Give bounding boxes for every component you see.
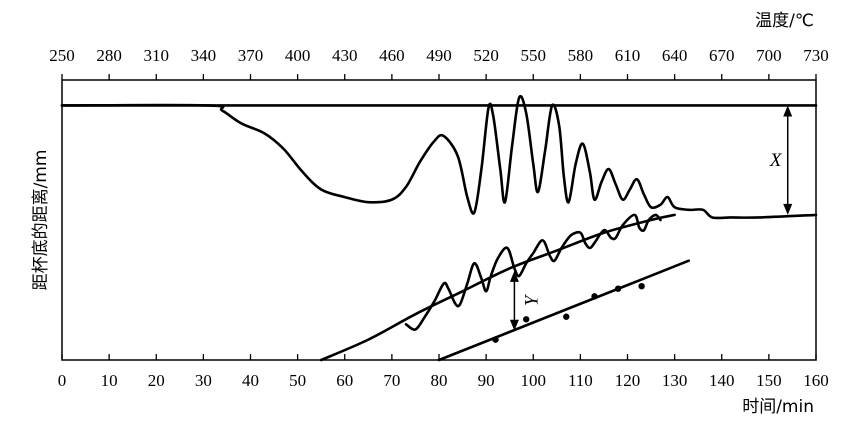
x-annotation-label: X [769, 150, 783, 171]
data-point [563, 313, 570, 320]
bottom-tick-label: 0 [58, 371, 67, 390]
bottom-axis-ticks: 0 10 20 30 40 50 60 70 80 90 100 110 120 130 140 150 160 [58, 354, 829, 390]
data-point [614, 285, 622, 292]
bottom-tick-label: 10 [101, 371, 118, 390]
bottom-tick-label: 140 [709, 371, 735, 390]
x-arrow-head-top [783, 105, 793, 117]
bottom-tick-label: 110 [568, 371, 593, 390]
bottom-tick-label: 150 [756, 371, 782, 390]
top-axis-title: 温度/℃ [755, 11, 814, 31]
oscillating-trace [404, 213, 662, 331]
bottom-tick-label: 130 [662, 371, 688, 390]
bottom-tick-label: 80 [431, 371, 448, 390]
top-tick-label: 580 [568, 46, 594, 65]
lower-fit-line [437, 259, 691, 362]
data-point [492, 336, 499, 343]
x-arrow-head-bottom [783, 203, 793, 215]
data-point [522, 316, 530, 323]
dilatometer-trace [60, 95, 818, 220]
data-point [638, 282, 645, 290]
top-axis-ticks: 250 280 310 340 370 400 430 460 490 520 550 580 610 6… [49, 46, 829, 80]
top-tick-label: 730 [803, 46, 829, 65]
y-arrow-head-bottom [509, 319, 519, 331]
chart-curves [60, 95, 818, 362]
chart-points [492, 282, 645, 343]
top-tick-label: 400 [285, 46, 311, 65]
top-tick-label: 670 [709, 46, 735, 65]
top-tick-label: 370 [238, 46, 264, 65]
top-tick-label: 490 [426, 46, 452, 65]
top-tick-label: 310 [144, 46, 170, 65]
top-tick-label: 430 [332, 46, 358, 65]
y-axis-title: 距杯底的距离/mm [31, 150, 51, 291]
bottom-tick-label: 100 [521, 371, 547, 390]
bottom-tick-label: 30 [195, 371, 212, 390]
bottom-tick-label: 160 [803, 371, 829, 390]
chart-annotations: XY [509, 105, 793, 331]
bottom-tick-label: 120 [615, 371, 641, 390]
bottom-tick-label: 70 [383, 371, 400, 390]
bottom-tick-label: 50 [289, 371, 306, 390]
bottom-tick-label: 40 [242, 371, 259, 390]
plot-frame [61, 79, 817, 361]
top-tick-label: 250 [49, 46, 75, 65]
y-annotation-label: Y [521, 293, 542, 306]
bottom-tick-label: 60 [336, 371, 353, 390]
top-tick-label: 700 [756, 46, 782, 65]
bottom-axis-title: 时间/min [742, 397, 814, 417]
bottom-tick-label: 20 [148, 371, 165, 390]
top-tick-label: 340 [191, 46, 217, 65]
top-tick-label: 520 [473, 46, 499, 65]
y-arrow-head-top [509, 270, 519, 282]
bottom-tick-label: 90 [478, 371, 495, 390]
top-tick-label: 550 [521, 46, 547, 65]
top-tick-label: 610 [615, 46, 641, 65]
data-point [591, 293, 598, 300]
top-tick-label: 280 [96, 46, 122, 65]
top-tick-label: 460 [379, 46, 405, 65]
top-tick-label: 640 [662, 46, 688, 65]
